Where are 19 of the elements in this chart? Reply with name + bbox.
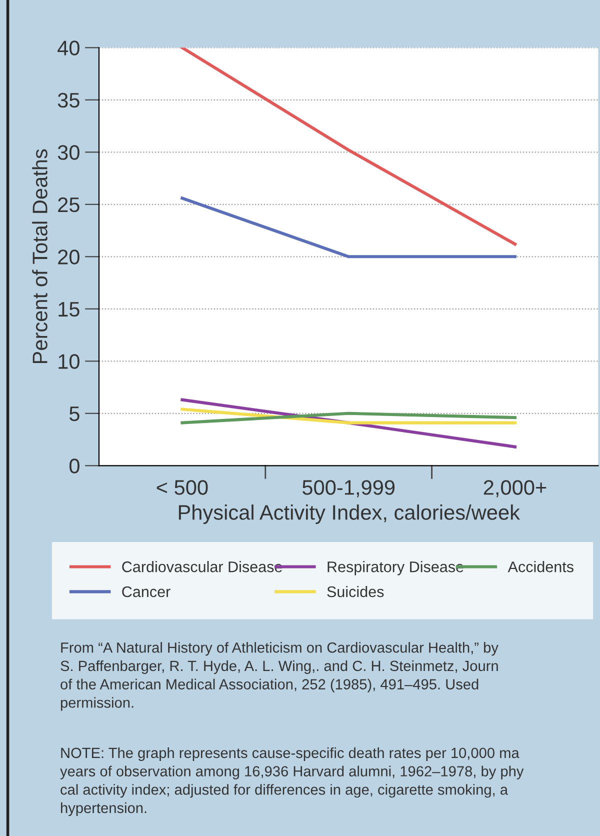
y-tick-label: 25 [58,197,80,212]
y-tick-label: 0 [69,458,80,474]
text: NOTE: The graph represents cause-specific death rates per 10,000 ma years of observation among 16,936 Harvard alumni, 1962–1978, by phy cal activity index; adjusted for differences in age, cigarette smoking, a hypertension. [60,747,524,816]
y-axis-title: Percent of Total Deaths [32,149,48,364]
legend-label: Cancer [122,586,170,598]
y-tick-label: 10 [58,354,80,369]
x-tick-label: 500-1,999 [302,480,395,498]
x-axis-title: Physical Activity Index, calories/week [178,504,520,524]
x-tick-label: 2,000+ [484,480,546,498]
legend-label: Suicides [327,586,384,598]
x-tick-label: < 500 [156,480,208,495]
y-tick-label: 30 [58,145,80,160]
y-tick-label: 5 [70,406,80,422]
y-tick-label: 20 [58,250,80,264]
text: From “A Natural History of Athleticism on Cardiovascular Health,” by S. Paffenbarger, R. T. Hyde, A. L. Wing,. and C. H. Steinmetz, Journ of the American Medical Association, 252 (1985), 491–495. Used permission. [60,642,498,711]
y-tick-label: 35 [58,92,80,108]
y-tick-label: 15 [58,302,80,317]
y-tick-label: 40 [58,40,80,56]
legend-label: Accidents [508,561,574,572]
